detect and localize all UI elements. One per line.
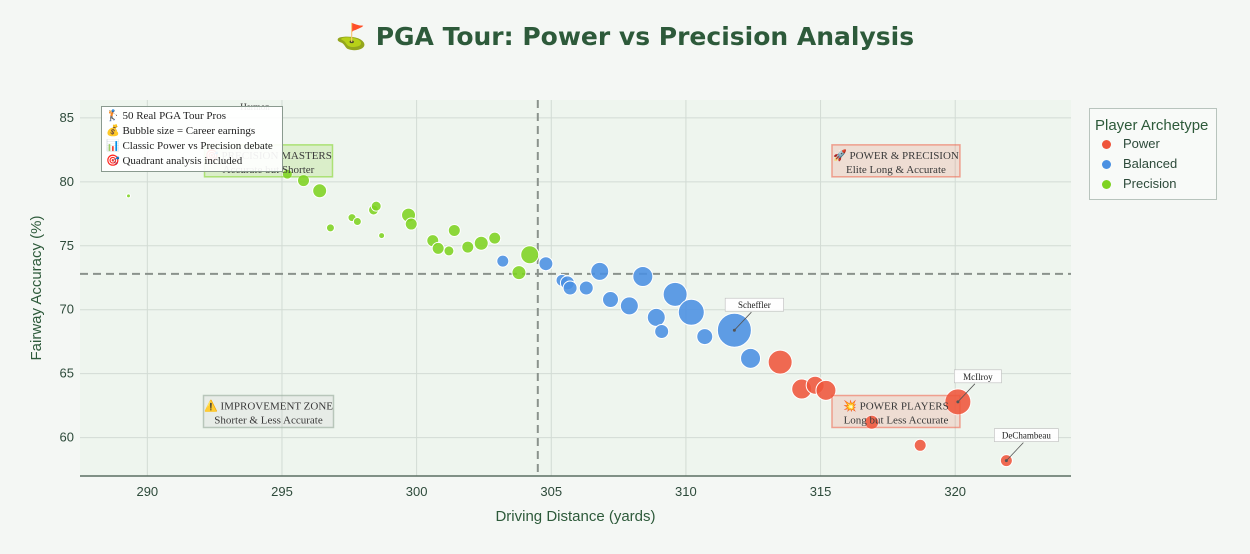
info-line: 📊 Classic Power vs Precision debate: [106, 140, 273, 152]
callout-scheffler: Scheffler: [724, 297, 784, 332]
x-tick-label: 300: [406, 484, 428, 499]
chart-title: ⛳ PGA Tour: Power vs Precision Analysis: [335, 22, 915, 51]
y-tick-label: 80: [60, 174, 74, 189]
point-precision: [520, 245, 540, 265]
axes: 290 295 300 305 310 315 320 60 65 70 75 80 85: [60, 110, 1071, 499]
point-balanced: [696, 328, 714, 346]
x-tick-label: 310: [675, 484, 697, 499]
quadrant-box: [202, 394, 335, 429]
point-precision: [370, 200, 382, 212]
callout-dechambeau: DeChambeau: [994, 428, 1059, 463]
quadrant-power: 💥 POWER PLAYERS Long but Less Accurate: [831, 394, 961, 429]
point-precision: [431, 241, 445, 255]
point-precision: [352, 216, 362, 226]
point-precision: [511, 265, 527, 281]
callout-mcilroy: McIlroy: [953, 369, 1002, 404]
point-balanced: [662, 281, 688, 307]
y-tick-label: 65: [60, 366, 74, 381]
x-tick-label: 315: [810, 484, 832, 499]
callout-arrowhead: [1004, 459, 1008, 463]
point-balanced: [619, 296, 639, 316]
point-power: [913, 438, 927, 452]
quadrant-subtitle: Elite Long & Accurate: [846, 164, 946, 176]
point-precision: [312, 183, 328, 199]
point-power: [864, 414, 880, 430]
quadrant-subtitle: Long but Less Accurate: [844, 414, 949, 426]
quadrant-power-precision: 🚀 POWER & PRECISION Elite Long & Accurate: [831, 144, 961, 178]
point-precision: [488, 231, 502, 245]
legend-label-precision: Precision: [1123, 176, 1177, 191]
quadrant-improvement: ⚠️ IMPROVEMENT ZONE Shorter & Less Accura…: [202, 394, 335, 429]
y-tick-label: 70: [60, 302, 74, 317]
point-precision: [404, 217, 418, 231]
point-balanced: [562, 280, 578, 296]
y-tick-label: 85: [60, 110, 74, 125]
legend-item-power[interactable]: Power: [1090, 134, 1216, 154]
callout-arrowhead: [732, 328, 736, 332]
y-axis-label: Fairway Accuracy (%): [28, 215, 45, 360]
point-balanced: [740, 347, 762, 369]
point-balanced: [578, 280, 594, 296]
y-tick-label: 60: [60, 430, 74, 445]
point-precision: [461, 240, 475, 254]
info-box: 🏌 50 Real PGA Tour Pros 💰 Bubble size = …: [101, 106, 283, 172]
legend[interactable]: Player Archetype Power Balanced Precisio…: [1089, 108, 1217, 200]
x-tick-label: 295: [271, 484, 293, 499]
point-balanced: [538, 256, 554, 272]
callout-arrow: [734, 311, 752, 331]
point-balanced: [496, 254, 510, 268]
quadrant-title: ⚠️ IMPROVEMENT ZONE: [204, 399, 333, 412]
point-balanced: [646, 307, 666, 327]
callout-arrow: [1006, 442, 1024, 461]
info-line: 💰 Bubble size = Career earnings: [106, 125, 256, 137]
legend-label-balanced: Balanced: [1123, 156, 1178, 171]
x-tick-label: 320: [944, 484, 966, 499]
quadrant-box: [831, 394, 961, 429]
info-line: 🎯 Quadrant analysis included: [106, 155, 243, 167]
reference-lines: [80, 100, 1071, 476]
legend-marker-precision: [1102, 179, 1111, 189]
point-precision: [443, 245, 455, 257]
legend-item-precision[interactable]: Precision: [1090, 174, 1216, 194]
callout-arrow: [957, 383, 976, 403]
callout-box: [953, 369, 1002, 384]
quadrant-title: 💥 POWER PLAYERS: [843, 399, 949, 412]
callout-arrowhead: [956, 400, 960, 404]
point-power: [815, 379, 837, 401]
x-tick-label: 290: [136, 484, 158, 499]
point-balanced: [632, 265, 654, 287]
quadrant-subtitle: Shorter & Less Accurate: [214, 414, 323, 426]
point-power: [767, 349, 793, 375]
legend-item-balanced[interactable]: Balanced: [1090, 154, 1216, 174]
x-tick-label: 305: [540, 484, 562, 499]
point-balanced: [590, 261, 610, 281]
point-balanced: [654, 323, 670, 339]
point-precision: [125, 193, 131, 199]
legend-title: Player Archetype: [1095, 117, 1209, 134]
callout-box: [724, 297, 784, 312]
y-tick-label: 75: [60, 238, 74, 253]
quadrant-box: [831, 144, 961, 178]
point-balanced: [677, 298, 705, 326]
callout-label: Scheffler: [738, 300, 771, 310]
point-precision: [447, 223, 461, 237]
info-line: 🏌 50 Real PGA Tour Pros: [106, 110, 226, 122]
point-precision: [473, 235, 489, 251]
legend-label-power: Power: [1123, 136, 1160, 151]
callout-box: [994, 428, 1059, 442]
callout-label: McIlroy: [963, 372, 993, 382]
legend-marker-balanced: [1102, 159, 1111, 169]
point-precision: [378, 232, 386, 240]
quadrant-title: 🚀 POWER & PRECISION: [833, 149, 959, 162]
x-axis-label: Driving Distance (yards): [495, 508, 655, 525]
point-precision: [325, 223, 335, 233]
legend-marker-power: [1102, 139, 1111, 149]
point-balanced: [602, 291, 620, 309]
callout-label: DeChambeau: [1002, 431, 1051, 441]
